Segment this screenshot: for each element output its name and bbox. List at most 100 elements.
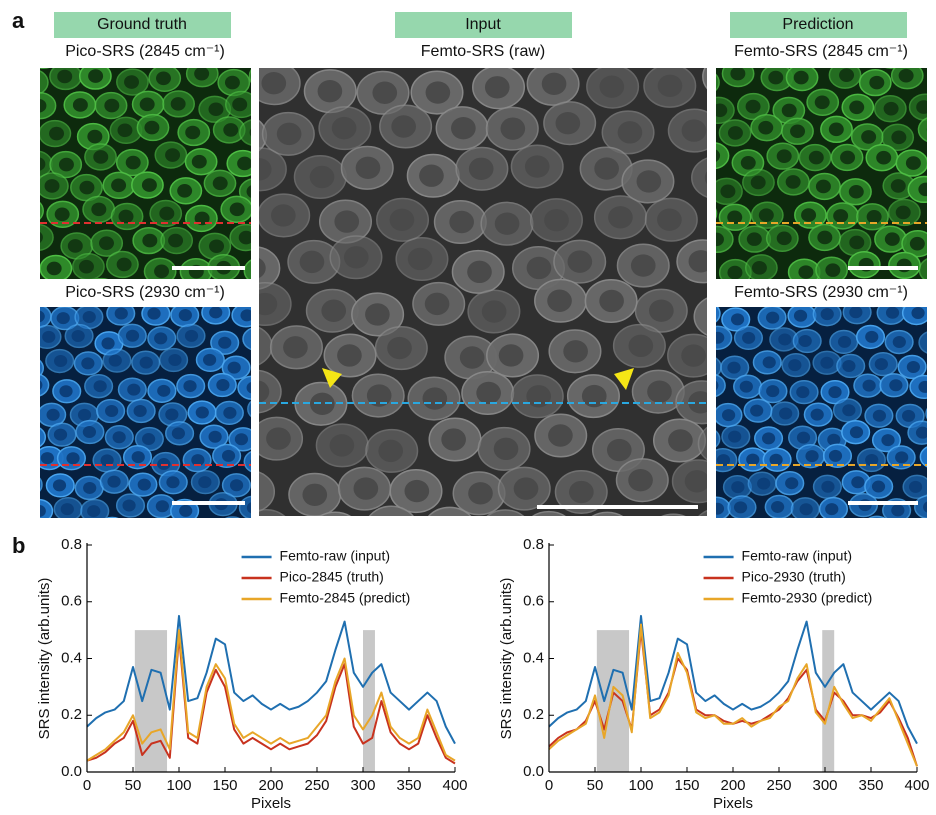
cell — [926, 283, 936, 306]
nucleus — [768, 70, 784, 85]
image-content — [230, 14, 707, 544]
cell — [40, 359, 44, 377]
nucleus — [785, 477, 799, 490]
cell — [786, 517, 794, 518]
nucleus — [238, 230, 251, 245]
x-tick-label: 0 — [83, 777, 91, 794]
nucleus — [716, 43, 731, 57]
cell — [691, 157, 707, 198]
cell — [591, 511, 624, 516]
nucleus — [178, 309, 192, 322]
nucleus — [212, 176, 228, 191]
cell — [40, 68, 50, 69]
nucleus — [449, 210, 474, 234]
nucleus — [124, 75, 140, 89]
nucleus — [746, 453, 760, 466]
nucleus — [891, 130, 907, 145]
nucleus — [918, 380, 927, 393]
nucleus — [927, 337, 936, 349]
nucleus — [93, 150, 109, 164]
cell — [611, 14, 663, 57]
nucleus — [39, 527, 52, 539]
nucleus — [266, 427, 291, 450]
nucleus — [379, 516, 404, 538]
nucleus — [932, 288, 936, 300]
cell — [247, 400, 251, 418]
nucleus — [337, 344, 362, 367]
nucleus — [389, 208, 415, 232]
nucleus — [778, 333, 792, 346]
cell — [831, 521, 859, 544]
cell — [105, 516, 119, 518]
nucleus — [828, 122, 844, 137]
nucleus — [833, 209, 849, 223]
cell — [94, 277, 109, 279]
nucleus — [40, 98, 47, 113]
nucleus — [60, 503, 74, 516]
nucleus — [225, 522, 238, 534]
nucleus — [865, 330, 879, 343]
nucleus — [42, 330, 56, 343]
nucleus — [230, 28, 255, 50]
cell — [918, 258, 927, 279]
legend-label: Femto-raw (input) — [280, 548, 390, 564]
nucleus — [727, 210, 743, 225]
image-content — [39, 307, 278, 542]
nucleus — [681, 344, 706, 367]
nucleus — [885, 307, 900, 319]
nucleus — [259, 292, 278, 316]
nucleus — [892, 336, 906, 349]
nucleus — [467, 260, 492, 284]
nucleus — [896, 258, 912, 273]
nucleus — [842, 359, 856, 372]
nucleus — [325, 522, 350, 544]
nucleus — [198, 476, 212, 489]
nucleus — [468, 157, 494, 180]
nucleus — [422, 387, 448, 410]
nucleus — [874, 358, 888, 371]
nucleus — [812, 530, 825, 542]
nucleus — [498, 344, 524, 367]
nucleus — [681, 119, 707, 142]
shaded-region — [822, 630, 835, 772]
nucleus — [716, 502, 725, 515]
nucleus — [628, 334, 654, 358]
nucleus — [32, 293, 47, 307]
nucleus — [547, 289, 572, 312]
nucleus — [595, 522, 620, 544]
nucleus — [154, 264, 170, 279]
nucleus — [202, 353, 217, 366]
nucleus — [342, 31, 367, 53]
nucleus — [40, 232, 43, 243]
cell — [40, 70, 49, 95]
nucleus — [788, 359, 802, 372]
nucleus — [105, 404, 119, 417]
nucleus — [365, 303, 390, 326]
nucleus — [484, 76, 510, 99]
nucleus — [259, 258, 266, 279]
nucleus — [848, 184, 864, 199]
nucleus — [391, 115, 416, 138]
cell — [224, 282, 255, 308]
nucleus — [53, 428, 68, 441]
nucleus — [895, 451, 909, 464]
cell — [716, 73, 720, 92]
cell — [40, 223, 54, 251]
nucleus — [77, 408, 92, 421]
nucleus — [40, 380, 43, 390]
nucleus — [751, 261, 767, 275]
nucleus — [191, 454, 205, 467]
y-tick-label: 0.0 — [61, 763, 82, 780]
nucleus — [657, 74, 683, 98]
x-tick-label: 0 — [545, 777, 553, 794]
cell — [929, 67, 936, 93]
nucleus — [745, 99, 761, 114]
nucleus — [825, 263, 841, 277]
x-tick-label: 200 — [720, 777, 745, 794]
cell — [250, 519, 278, 542]
cell — [319, 511, 352, 516]
nucleus — [294, 34, 319, 56]
nucleus — [815, 179, 831, 194]
nucleus — [58, 157, 74, 172]
nucleus — [567, 250, 593, 273]
